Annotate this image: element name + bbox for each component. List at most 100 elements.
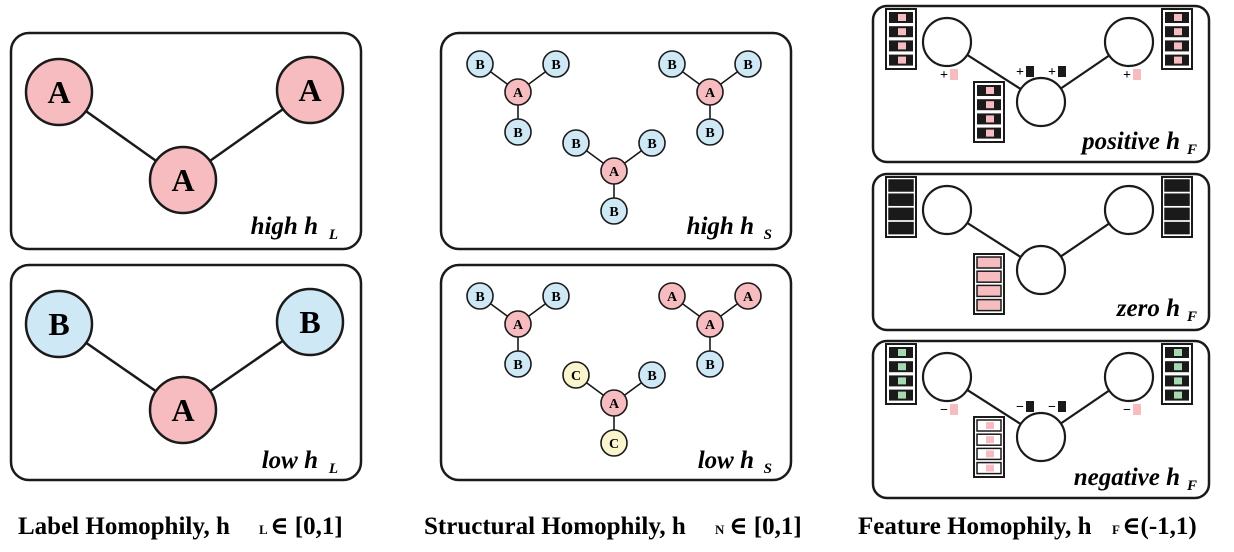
node <box>542 50 570 78</box>
sign: + <box>940 68 948 83</box>
label-caption: Label Homophily, h <box>18 513 230 540</box>
feature-cell <box>1164 179 1190 192</box>
node-label: A <box>705 318 716 333</box>
sign-swatch <box>1133 404 1141 415</box>
node-label: A <box>609 397 620 412</box>
node-label: B <box>705 358 714 373</box>
node <box>562 129 590 157</box>
structural-homophily-panel: A B B B A B B B A B B B high h S A B B B A A A B A C B C low h… <box>424 31 802 540</box>
feature-cell-value <box>1174 377 1182 385</box>
node-label: A <box>705 86 716 101</box>
feature-cell-value <box>1174 14 1182 21</box>
feature-zero-tag: zero h <box>1116 295 1180 322</box>
feature-cell-value <box>898 42 906 50</box>
label-high-box <box>9 31 363 251</box>
feature-cell <box>888 207 914 221</box>
node <box>1015 244 1067 296</box>
sign-swatch <box>1026 66 1034 77</box>
node <box>148 375 218 445</box>
node <box>638 129 666 157</box>
node <box>275 287 345 357</box>
node-label: B <box>475 290 484 305</box>
label-high-tag: high h <box>251 213 318 240</box>
feature-negative-graph: − −− − <box>885 343 1193 478</box>
feature-caption: Feature Homophily, h <box>858 513 1092 540</box>
feature-negative-tag-sub: F <box>1186 478 1197 494</box>
node-label: A <box>171 392 194 428</box>
node-label: B <box>513 126 522 141</box>
node <box>275 55 345 125</box>
label-high-nodes: A A A <box>24 55 345 215</box>
node <box>921 351 973 403</box>
node <box>638 361 666 389</box>
feature-cell-value <box>1174 42 1182 50</box>
sign-swatch <box>950 404 958 415</box>
feature-cell-value <box>898 363 906 371</box>
sign: + <box>1016 65 1024 80</box>
structural-low-tag: low h <box>698 447 754 474</box>
node-label: B <box>551 290 560 305</box>
sign-swatch <box>1058 66 1066 77</box>
node <box>1103 184 1155 236</box>
node <box>504 78 532 106</box>
node-label: B <box>609 205 618 220</box>
sign-swatch <box>950 69 958 80</box>
feature-homophily-panel: + + + + positive h F zero h F − − − − negative… <box>858 4 1211 540</box>
feature-cell-value <box>986 115 994 123</box>
node <box>466 282 494 310</box>
label-low-tag: low h <box>262 447 318 474</box>
feature-cell-value <box>986 129 994 137</box>
structural-high-tag: high h <box>687 213 754 240</box>
feature-cell-value <box>986 464 994 472</box>
node <box>600 197 628 225</box>
feature-cell-value <box>898 28 906 36</box>
sign: − <box>940 403 948 418</box>
label-low-tag-sub: L <box>328 461 338 477</box>
node-label: C <box>609 437 619 452</box>
node <box>504 118 532 146</box>
label-homophily-panel: A A A high h L B B A low h L Label Homop… <box>9 31 363 540</box>
label-low-nodes: B B A <box>24 287 345 445</box>
node <box>600 157 628 185</box>
feature-positive-tag-sub: F <box>1186 142 1197 158</box>
node <box>504 350 532 378</box>
node <box>1103 351 1155 403</box>
node-label: A <box>513 318 524 333</box>
node-label: C <box>571 369 581 384</box>
sign: + <box>1123 68 1131 83</box>
node <box>504 310 532 338</box>
feature-cell-value <box>1174 56 1182 64</box>
feature-cell <box>1164 207 1190 221</box>
feature-cell <box>976 256 1002 269</box>
sign: − <box>1123 403 1131 418</box>
feature-positive-graph: + + + + <box>885 8 1193 143</box>
sign: − <box>1048 400 1056 415</box>
sign-swatch <box>1058 401 1066 412</box>
feature-cell-value <box>1174 28 1182 36</box>
structural-low-stars: A B B B A A A B A C B C <box>466 282 762 457</box>
node <box>696 310 724 338</box>
node-label: A <box>513 86 524 101</box>
node <box>24 57 94 127</box>
feature-cell <box>888 221 914 235</box>
node <box>658 282 686 310</box>
feature-cell-value <box>986 450 994 458</box>
node-label: A <box>298 72 321 108</box>
node-label: B <box>299 304 320 340</box>
sign-swatch <box>1133 69 1141 80</box>
feature-cell <box>1164 221 1190 235</box>
feature-zero-graph <box>885 176 1193 315</box>
sign-swatch <box>1026 401 1034 412</box>
node <box>542 282 570 310</box>
node-label: A <box>171 162 194 198</box>
node-label: B <box>667 58 676 73</box>
structural-high-tag-sub: S <box>764 227 772 243</box>
node <box>696 78 724 106</box>
structural-low-tag-sub: S <box>764 461 772 477</box>
structural-high-stars: A B B B A B B B A B B B <box>466 50 762 225</box>
node <box>921 16 973 68</box>
feature-cell <box>976 284 1002 298</box>
feature-cell-value <box>1174 391 1182 399</box>
label-caption-range: ∈ [0,1] <box>270 513 343 540</box>
feature-cell-value <box>898 14 906 21</box>
